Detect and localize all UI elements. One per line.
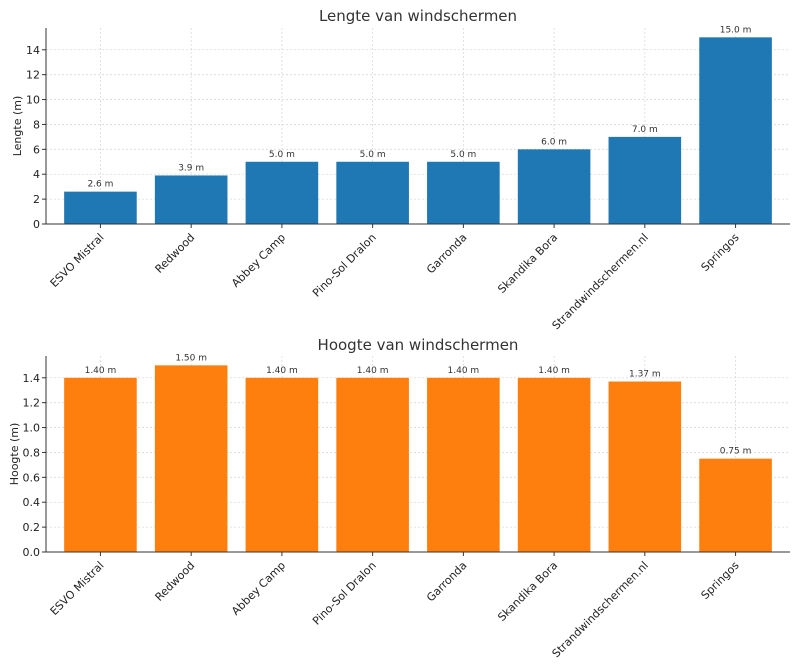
height-xtick-label: Strandwindschermen.nl <box>550 559 651 660</box>
height-bar-value-label: 1.40 m <box>266 366 298 376</box>
length-bar <box>427 161 500 224</box>
length-bar-value-label: 3.9 m <box>178 163 204 173</box>
height-chart: Hoogte van windschermen Hoogte (m) 0.0 0.… <box>8 336 790 660</box>
length-xtick-label: Strandwindschermen.nl <box>550 231 651 332</box>
length-bar <box>608 136 682 224</box>
height-xtick-label: ESVO Mistral <box>48 559 107 618</box>
height-bar <box>64 377 137 552</box>
height-ytick-label: 0.4 <box>23 496 41 509</box>
height-ytick-label: 0.6 <box>23 471 41 484</box>
length-ytick-label: 14 <box>26 44 40 57</box>
length-xtick-label: Redwood <box>153 231 198 276</box>
height-ytick-label: 0.2 <box>23 521 41 534</box>
height-bar <box>608 381 682 552</box>
height-xtick-label: Skandika Bora <box>495 559 560 624</box>
length-ytick-label: 8 <box>33 118 40 131</box>
length-ytick-label: 12 <box>26 69 40 82</box>
length-ytick-label: 2 <box>33 193 40 206</box>
height-xtick-label: Springos <box>699 559 742 602</box>
height-chart-ylabel: Hoogte (m) <box>8 423 21 486</box>
length-bar-value-label: 7.0 m <box>632 125 658 135</box>
height-ytick-label: 1.4 <box>23 372 41 385</box>
length-bar-value-label: 15.0 m <box>720 25 752 35</box>
height-bar-value-label: 1.40 m <box>357 366 389 376</box>
length-bar <box>64 191 137 224</box>
height-bar-value-label: 1.40 m <box>85 366 117 376</box>
height-xtick-label: Garronda <box>424 559 469 604</box>
height-bar-value-label: 1.40 m <box>538 366 570 376</box>
length-xtick-label: Garronda <box>424 231 469 276</box>
height-chart-title: Hoogte van windschermen <box>318 336 519 354</box>
height-bar <box>517 377 591 552</box>
length-xtick-label: Skandika Bora <box>495 231 560 296</box>
length-ytick-label: 10 <box>26 94 40 107</box>
length-bar <box>517 149 591 224</box>
length-bar-value-label: 6.0 m <box>541 137 567 147</box>
height-ytick-label: 0.8 <box>23 446 41 459</box>
length-bar-value-label: 5.0 m <box>450 150 476 160</box>
height-bar-value-label: 1.40 m <box>448 366 480 376</box>
length-bar <box>699 37 772 225</box>
height-bar <box>699 458 772 552</box>
length-xtick-label: Pino-Sol Dralon <box>310 231 379 300</box>
length-chart-ylabel: Lengte (m) <box>11 96 24 157</box>
length-ytick-label: 4 <box>33 168 40 181</box>
height-bar-value-label: 1.37 m <box>629 370 661 380</box>
height-bar <box>245 377 319 552</box>
height-bar <box>336 377 409 552</box>
length-chart: Lengte van windschermen Lengte (m) 0 2 4 6 8… <box>11 7 790 332</box>
height-bar <box>427 377 500 552</box>
height-bar <box>154 365 228 552</box>
length-bar-value-label: 5.0 m <box>269 150 295 160</box>
height-ytick-label: 0.0 <box>23 546 41 559</box>
length-bar <box>154 175 228 224</box>
height-bar-value-label: 0.75 m <box>720 447 752 457</box>
length-bar <box>245 161 319 224</box>
length-xtick-label: Springos <box>699 231 742 274</box>
length-chart-title: Lengte van windschermen <box>319 7 517 25</box>
height-ytick-label: 1.2 <box>23 397 41 410</box>
height-bar-value-label: 1.50 m <box>175 353 207 363</box>
height-ytick-label: 1.0 <box>23 422 41 435</box>
length-ytick-label: 6 <box>33 143 40 156</box>
length-ytick-label: 0 <box>33 218 40 231</box>
height-xtick-label: Abbey Camp <box>229 559 288 618</box>
height-xtick-label: Redwood <box>153 559 198 604</box>
length-xtick-label: Abbey Camp <box>229 231 288 290</box>
length-xtick-label: ESVO Mistral <box>48 231 107 290</box>
length-bar <box>336 161 409 224</box>
length-bar-value-label: 2.6 m <box>87 180 113 190</box>
height-xtick-label: Pino-Sol Dralon <box>310 559 379 628</box>
length-bar-value-label: 5.0 m <box>360 150 386 160</box>
